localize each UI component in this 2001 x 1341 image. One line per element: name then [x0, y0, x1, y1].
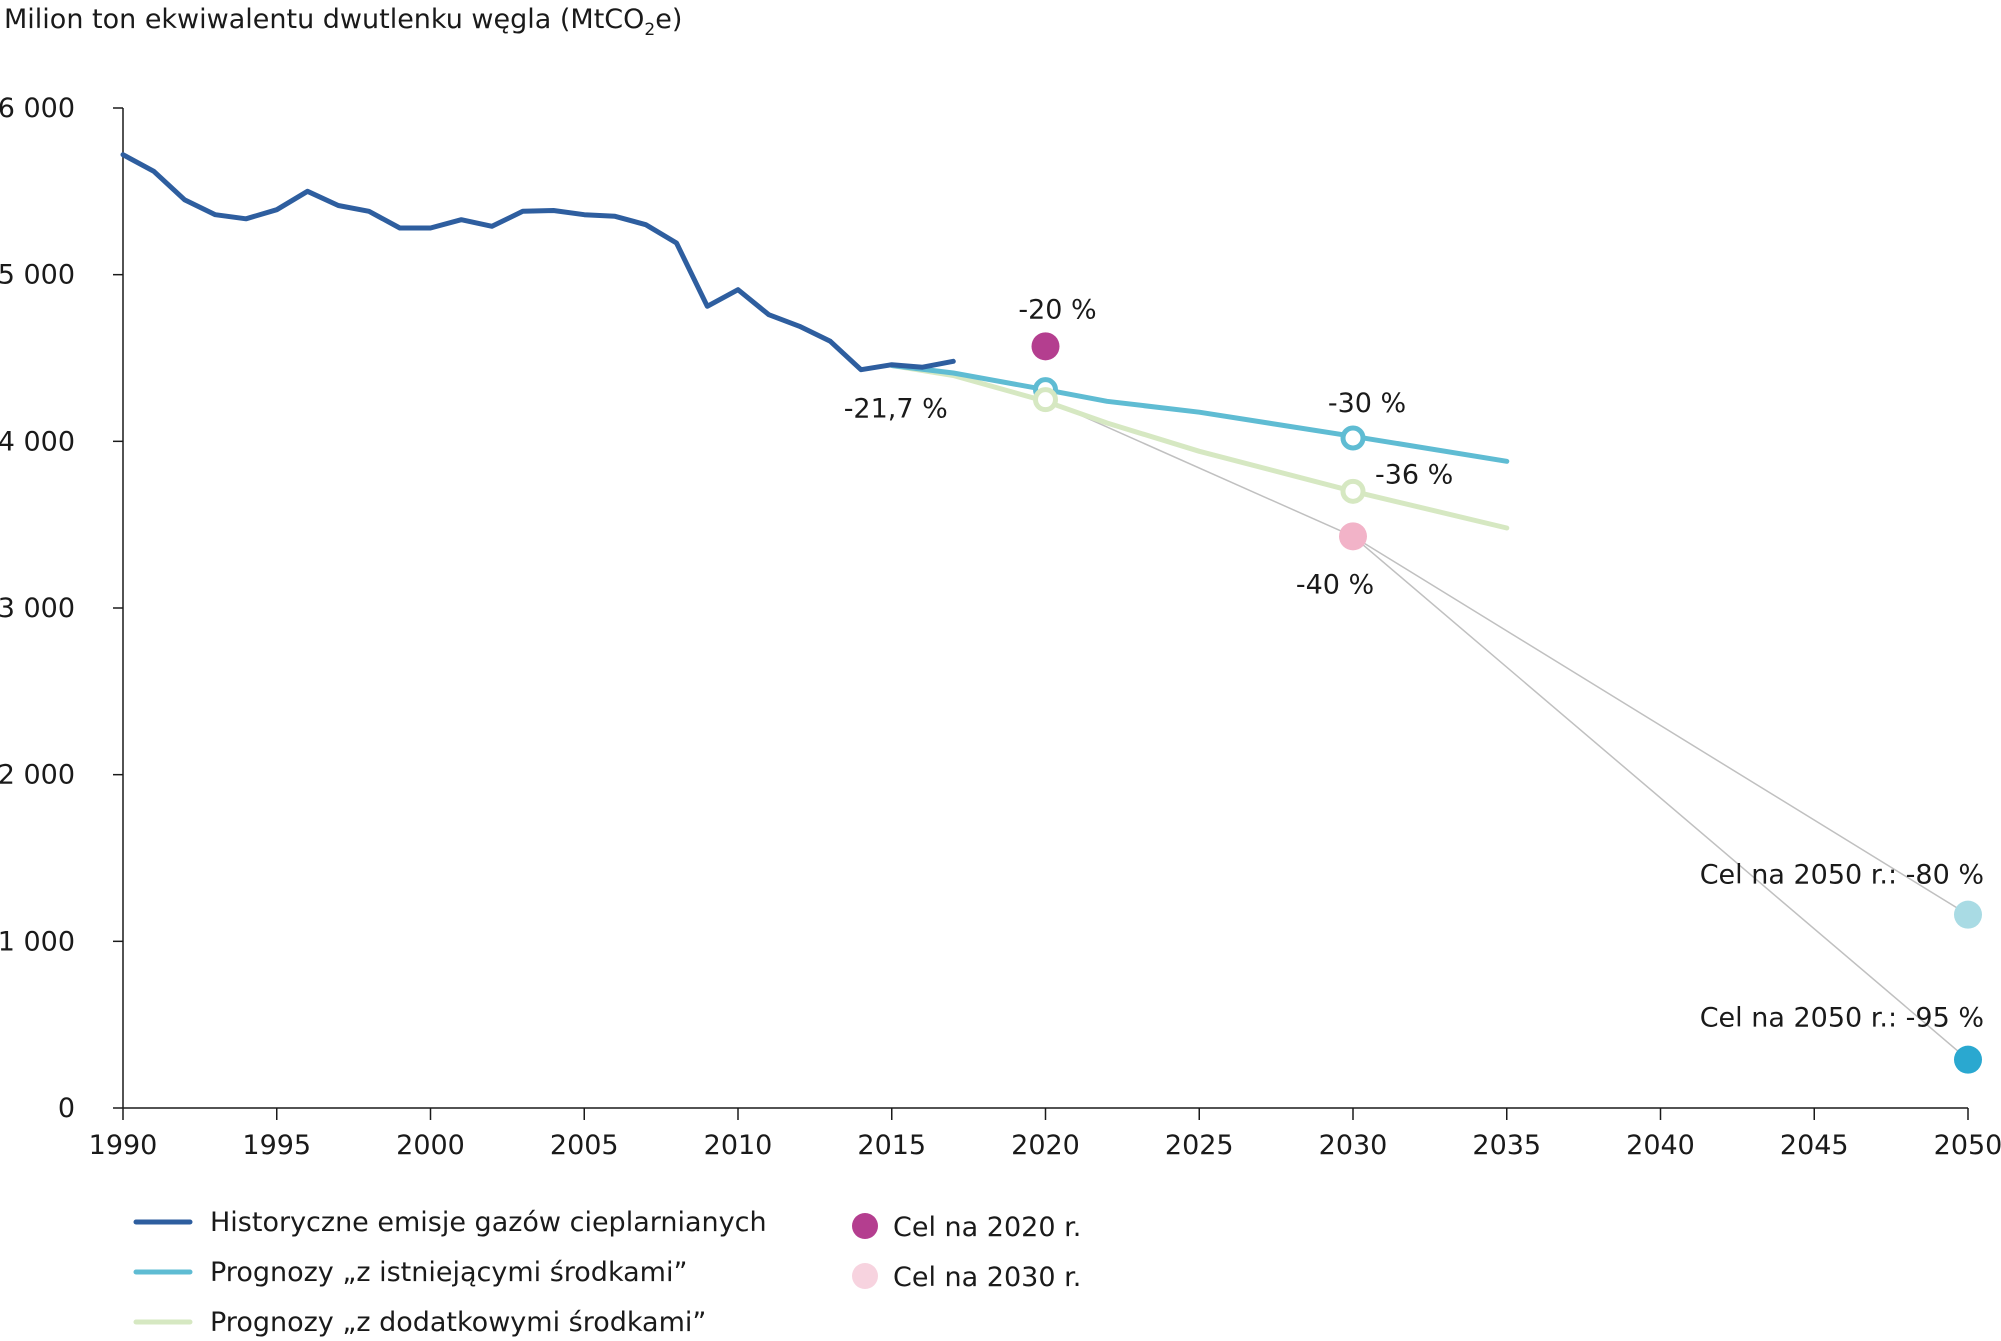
historical-2015-label: -21,7 % — [844, 394, 948, 425]
x-tick-label: 2050 — [1934, 1130, 2001, 1161]
target-dot-target2050_80 — [1954, 900, 1982, 929]
target-connector-line — [1352, 535, 1969, 916]
x-tick-label: 1990 — [89, 1130, 158, 1161]
target-dot-target2030 — [1339, 522, 1367, 551]
target-connector-line — [1352, 535, 1969, 1061]
projection-additional-2030-label: -36 % — [1375, 459, 1453, 490]
x-tick-label: 2020 — [1011, 1130, 1080, 1161]
legend-label-additional: Prognozy „z dodatkowymi środkami” — [210, 1307, 706, 1337]
x-tick-label: 2040 — [1626, 1130, 1695, 1161]
legend-label-historical: Historyczne emisje gazów cieplarnianych — [210, 1207, 767, 1238]
series-lines — [120, 152, 1510, 531]
projection-existing-2030-label: -30 % — [1328, 388, 1406, 419]
x-tick-label: 2010 — [704, 1130, 773, 1161]
y-tick-label: 6 000 — [0, 93, 75, 124]
x-tick-label: 2030 — [1319, 1130, 1388, 1161]
x-tick-label: 2015 — [857, 1130, 926, 1161]
y-tick-label: 0 — [58, 1093, 75, 1124]
y-tick-label: 3 000 — [0, 593, 75, 624]
target-2050-95-label: Cel na 2050 r.: -95 % — [1700, 1003, 1984, 1034]
y-tick-label: 4 000 — [0, 426, 75, 457]
target-2030-label: -40 % — [1296, 569, 1374, 600]
target-2020-label: -20 % — [1018, 294, 1096, 325]
x-tick-label: 2035 — [1472, 1130, 1541, 1161]
markers — [1031, 332, 1982, 1074]
x-tick-label: 2045 — [1780, 1130, 1849, 1161]
legend-dot-target2030 — [852, 1263, 878, 1289]
annotations: -20 % -40 % Cel na 2050 r.: -80 % Cel na 20… — [844, 294, 1984, 1033]
target-dot-target2020 — [1031, 332, 1060, 361]
y-tick-label: 5 000 — [0, 260, 75, 291]
axes: 0 1 000 2 000 3 000 4 000 5 000 6 000 1990 1995 2… — [0, 93, 2001, 1161]
x-tick-label: 1995 — [242, 1130, 311, 1161]
target-2050-80-label: Cel na 2050 r.: -80 % — [1700, 860, 1984, 891]
y-axis-title: Milion ton ekwiwalentu dwutlenku węgla (… — [4, 4, 682, 40]
legend-label-target2020: Cel na 2020 r. — [893, 1212, 1081, 1243]
target-dot-target2050_95 — [1954, 1045, 1982, 1074]
projection-marker-existing — [1340, 425, 1366, 451]
x-tick-label: 2005 — [550, 1130, 619, 1161]
x-tick-label: 2025 — [1165, 1130, 1234, 1161]
y-tick-label: 2 000 — [0, 760, 75, 791]
legend-label-target2030: Cel na 2030 r. — [893, 1262, 1081, 1293]
legend-label-existing: Prognozy „z istniejącymi środkami” — [210, 1257, 687, 1288]
legend-dot-target2020 — [852, 1213, 878, 1239]
legend: Historyczne emisje gazów cieplarnianych P… — [133, 1207, 1081, 1338]
projection-marker-additional — [1340, 478, 1366, 504]
x-tick-label: 2000 — [396, 1130, 465, 1161]
target-connector-lines — [1045, 398, 1969, 1061]
target-connector-line — [1045, 398, 1354, 538]
y-tick-label: 1 000 — [0, 926, 75, 957]
series-line-historical — [120, 152, 956, 373]
series-line-existing — [889, 363, 1510, 464]
projection-marker-additional — [1033, 387, 1058, 413]
